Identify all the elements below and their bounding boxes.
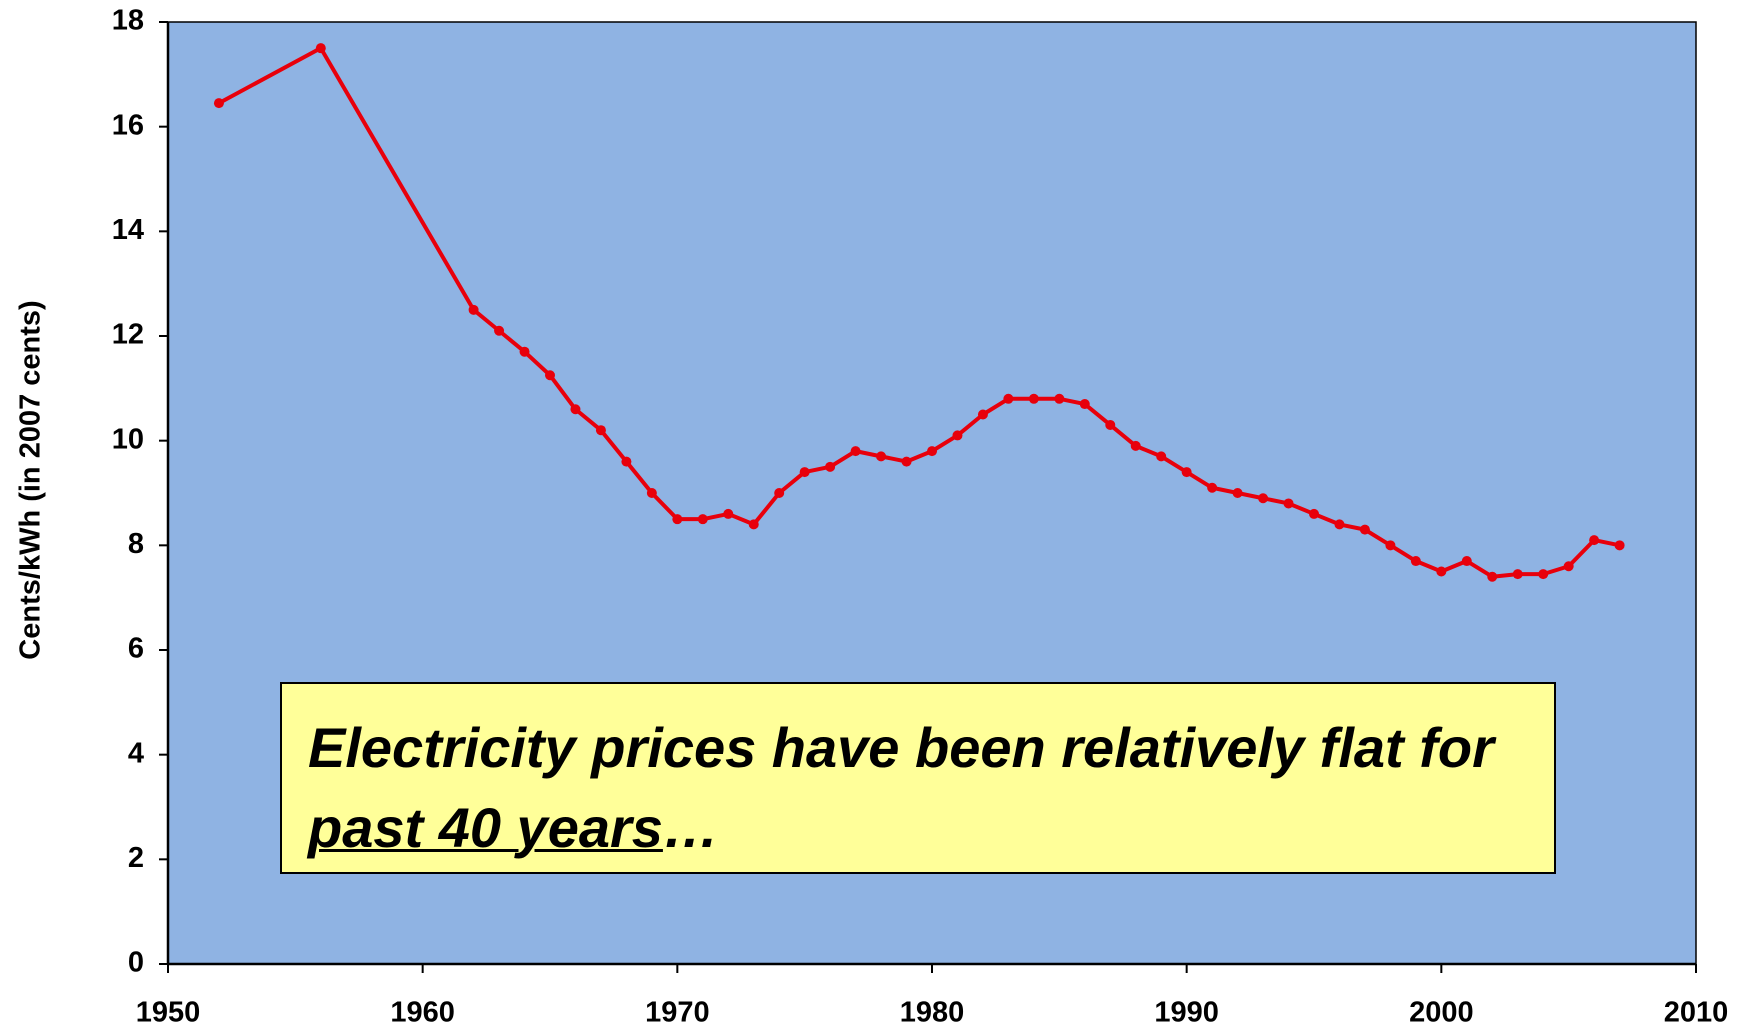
point xyxy=(748,519,759,530)
point xyxy=(519,346,530,357)
point xyxy=(1512,569,1523,580)
point xyxy=(1309,508,1319,519)
annotation-underlined: past 40 years xyxy=(308,796,663,859)
point xyxy=(723,508,734,519)
point xyxy=(621,456,632,467)
y-axis-label: Cents/kWh (in 2007 cents) xyxy=(15,300,47,659)
y-tick-label: 8 xyxy=(128,528,144,560)
point xyxy=(952,430,963,441)
x-tick-label: 1950 xyxy=(136,997,201,1029)
y-tick-label: 0 xyxy=(128,947,144,979)
x-tick-label: 1960 xyxy=(390,997,455,1029)
point xyxy=(1487,571,1498,582)
point xyxy=(1334,519,1345,530)
point xyxy=(545,370,555,381)
point xyxy=(1563,561,1574,572)
point xyxy=(1207,482,1218,493)
point xyxy=(1054,393,1065,404)
annotation: Electricity prices have been relatively … xyxy=(280,682,1556,874)
y-tick-label: 12 xyxy=(112,319,144,351)
point xyxy=(595,425,606,436)
point xyxy=(315,43,326,54)
point xyxy=(1614,540,1625,551)
y-tick-label: 14 xyxy=(112,214,144,246)
point xyxy=(850,446,861,457)
x-tick-label: 1980 xyxy=(900,997,965,1029)
point xyxy=(697,514,708,525)
point xyxy=(1258,493,1269,504)
point xyxy=(1589,535,1600,546)
point xyxy=(1232,488,1243,498)
point xyxy=(1079,399,1090,410)
point xyxy=(977,409,988,420)
y-tick-label: 10 xyxy=(112,423,144,455)
point xyxy=(1461,556,1472,567)
point xyxy=(213,98,224,109)
point xyxy=(1003,393,1014,404)
point xyxy=(774,488,785,498)
point xyxy=(1359,524,1370,535)
y-tick-label: 16 xyxy=(112,109,144,141)
point xyxy=(1385,540,1396,551)
point xyxy=(646,488,657,498)
point xyxy=(1538,569,1549,580)
x-tick-label: 1990 xyxy=(1154,997,1219,1029)
point xyxy=(494,325,505,336)
point xyxy=(876,451,887,462)
y-tick-label: 18 xyxy=(112,5,144,37)
point xyxy=(927,446,937,457)
point xyxy=(1130,440,1141,451)
point xyxy=(799,467,810,478)
point xyxy=(1105,419,1116,430)
point xyxy=(1181,467,1192,478)
point xyxy=(1436,566,1447,577)
point xyxy=(1283,498,1294,509)
point xyxy=(570,404,581,415)
point xyxy=(901,456,912,467)
x-tick-label: 2010 xyxy=(1664,997,1729,1029)
y-tick-label: 4 xyxy=(128,737,144,769)
y-tick-label: 2 xyxy=(128,842,144,874)
annotation-suffix: … xyxy=(662,796,719,859)
point xyxy=(468,304,479,315)
annotation-text: Electricity prices have been relatively … xyxy=(308,716,1494,779)
point xyxy=(672,514,683,525)
point xyxy=(825,461,836,472)
y-tick-label: 6 xyxy=(128,633,144,665)
point xyxy=(1156,451,1167,462)
x-tick-label: 1970 xyxy=(645,997,710,1029)
point xyxy=(1410,556,1421,567)
point xyxy=(1028,393,1039,404)
x-tick-label: 2000 xyxy=(1409,997,1474,1029)
